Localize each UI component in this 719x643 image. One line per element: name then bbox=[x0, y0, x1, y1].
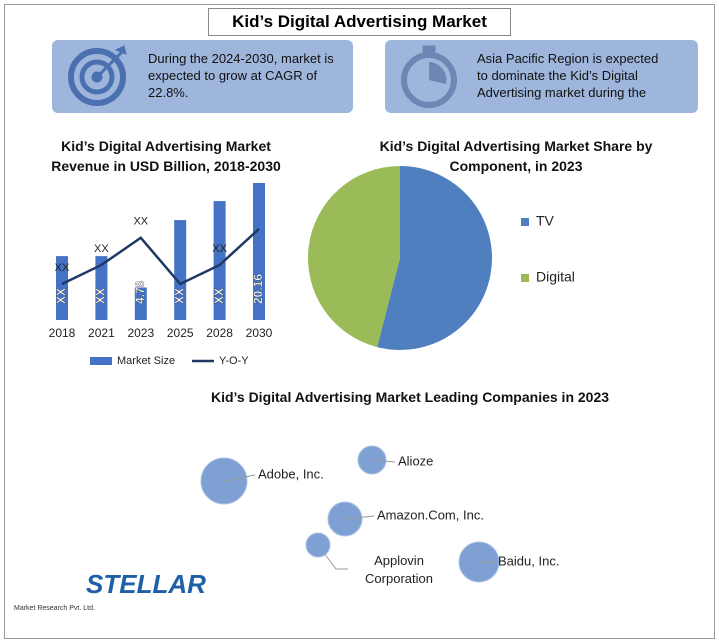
bubble bbox=[305, 532, 331, 558]
chart-title: Kid’s Digital Advertising Market Share b… bbox=[379, 138, 653, 174]
data-label: XX bbox=[94, 243, 109, 255]
chart-title: Kid’s Digital Advertising Market Revenue… bbox=[51, 138, 281, 174]
data-label: 4.78 bbox=[133, 280, 147, 304]
leader-line bbox=[223, 474, 256, 482]
company-label: Applovin Corporation bbox=[365, 553, 433, 586]
callout-text: Asia Pacific Region is expected to domin… bbox=[477, 51, 659, 100]
bar bbox=[174, 220, 187, 320]
leader-line bbox=[344, 515, 375, 520]
bar bbox=[56, 256, 68, 320]
data-label: XX bbox=[212, 288, 226, 304]
legend-label: Y-O-Y bbox=[219, 355, 249, 367]
company-label: Adobe, Inc. bbox=[258, 466, 324, 481]
legend-label: TV bbox=[536, 213, 555, 229]
bar bbox=[134, 287, 147, 320]
x-tick-label: 2018 bbox=[49, 326, 76, 340]
data-label: XX bbox=[94, 288, 108, 304]
pie-slice bbox=[307, 166, 400, 348]
bar bbox=[253, 183, 265, 320]
x-tick-label: 2030 bbox=[246, 326, 273, 340]
data-label: XX bbox=[133, 216, 148, 228]
line bbox=[61, 228, 260, 286]
page-title: Kid’s Digital Advertising Market bbox=[208, 8, 511, 36]
x-tick-label: 2023 bbox=[127, 326, 154, 340]
stopwatch-icon bbox=[401, 45, 457, 108]
legend-label: Digital bbox=[536, 269, 575, 285]
target-icon bbox=[68, 45, 127, 106]
company-label: Baidu, Inc. bbox=[498, 553, 559, 568]
legend-swatch bbox=[90, 357, 112, 365]
data-label: 20.16 bbox=[251, 274, 265, 304]
leader-line bbox=[371, 459, 396, 463]
chart-title: Kid’s Digital Advertising Market Leading… bbox=[210, 389, 610, 405]
bar bbox=[213, 201, 226, 320]
x-tick-label: 2021 bbox=[88, 326, 115, 340]
data-label: XX bbox=[172, 288, 186, 304]
company-label: Amazon.Com, Inc. bbox=[377, 507, 484, 522]
logo-tagline: Market Research Pvt. Ltd. bbox=[14, 605, 95, 612]
pie-slice bbox=[377, 166, 492, 351]
data-label: XX bbox=[54, 288, 68, 304]
x-tick-label: 2028 bbox=[206, 326, 233, 340]
callout-text: During the 2024-2030, market is expected… bbox=[148, 51, 334, 100]
logo-name: STELLAR bbox=[86, 569, 206, 599]
leader-line bbox=[323, 552, 348, 570]
x-tick-label: 2025 bbox=[167, 326, 194, 340]
legend-label: Market Size bbox=[117, 355, 175, 367]
frame bbox=[4, 4, 715, 639]
data-label: XX bbox=[55, 262, 70, 274]
bar bbox=[95, 256, 108, 320]
company-label: Alioze bbox=[398, 453, 433, 468]
legend-swatch bbox=[521, 274, 529, 282]
legend-swatch bbox=[521, 218, 529, 226]
data-label: XX bbox=[212, 243, 227, 255]
